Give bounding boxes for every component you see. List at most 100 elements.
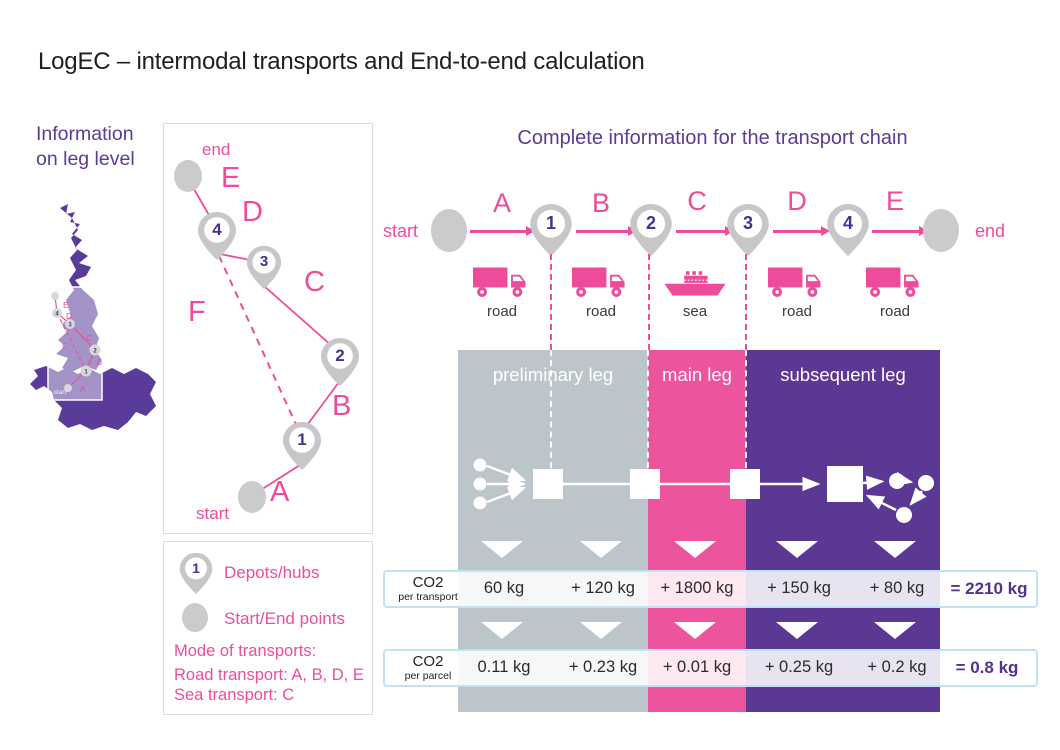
column-divider-dashed — [745, 254, 747, 350]
mini-hub-2 — [89, 344, 101, 356]
co2-transport-value-2: + 120 kg — [571, 579, 635, 597]
map-marker-icon — [321, 338, 359, 386]
down-triangle — [776, 541, 818, 558]
co2-label-sub: per parcel — [404, 670, 452, 682]
page-title: LogEC – intermodal transports and End-to… — [38, 48, 645, 75]
chain-start-point — [431, 209, 467, 252]
map-marker-icon — [179, 552, 213, 595]
co2-label-main: CO2 — [412, 653, 444, 670]
co2-parcel-label: CO2 per parcel — [385, 653, 471, 682]
co2-label-main: CO2 — [412, 574, 444, 591]
hub-node-4 — [827, 466, 863, 502]
preliminary-leg-label: preliminary leg — [492, 364, 614, 385]
chain-end-point — [923, 209, 959, 252]
truck-icon — [768, 267, 821, 297]
map-marker-icon — [283, 422, 321, 470]
chain-leg-e: E — [885, 186, 905, 216]
origin-node — [473, 496, 487, 510]
delivery-node — [889, 473, 905, 489]
co2-transport-value-4: + 150 kg — [767, 579, 831, 597]
uk-france-map: 4 3 2 1 end start E D C F B A — [30, 204, 156, 430]
mini-hub2-num: 2 — [93, 349, 97, 355]
co2-transport-value-1: 60 kg — [483, 579, 525, 597]
mini-leg-d: D — [66, 311, 72, 321]
consolidation-network-diagram — [473, 458, 934, 523]
legend-startend-dot — [182, 603, 208, 632]
diagram-leg-f: F — [188, 296, 206, 328]
down-triangle — [580, 541, 622, 558]
co2-transport-label: CO2 per transport — [385, 574, 471, 603]
legend-depots-label: Depots/hubs — [224, 563, 320, 582]
co2-label-sub: per transport — [398, 591, 458, 603]
mode-label-1: road — [486, 303, 518, 320]
mode-label-4: road — [781, 303, 813, 320]
diagram-end-label: end — [202, 140, 231, 159]
mini-leg-e: E — [63, 300, 69, 310]
mini-start-point — [64, 384, 72, 392]
down-triangle — [674, 622, 716, 639]
co2-per-parcel-row: CO2 per parcel 0.11 kg + 0.23 kg + 0.01 … — [383, 649, 1038, 687]
diagram-end-point — [174, 160, 202, 192]
column-divider-dashed — [550, 254, 552, 350]
chain-leg-c: C — [687, 186, 707, 216]
hub-number: 4 — [212, 220, 222, 239]
chain-arrow-e — [872, 230, 920, 233]
down-triangle — [674, 541, 716, 558]
delivery-node — [896, 507, 912, 523]
chain-arrow-a — [470, 230, 527, 233]
down-triangle — [874, 541, 916, 558]
down-triangle — [776, 622, 818, 639]
france-shape — [30, 366, 156, 430]
band-divider-dashed — [550, 350, 552, 468]
chain-arrow-b — [576, 230, 629, 233]
down-triangle — [874, 622, 916, 639]
co2-transport-value-3: + 1800 kg — [660, 579, 734, 597]
down-triangle — [481, 622, 523, 639]
diagram-hub-pin-3: 3 — [245, 245, 283, 290]
leg-diagram-panel: end E 4 D 3 C F 2 B 1 A start — [163, 123, 373, 534]
legend-mode-title: Mode of transports: — [174, 642, 317, 660]
hub-number: 3 — [259, 253, 269, 270]
co2-parcel-value-2: + 0.23 kg — [568, 658, 638, 676]
co2-transport-value-5: + 80 kg — [869, 579, 925, 597]
diagram-leg-c: C — [304, 266, 325, 298]
great-britain-shape — [56, 204, 102, 372]
chain-leg-a: A — [492, 188, 512, 218]
mini-leg-f: F — [62, 341, 67, 351]
truck-icon — [572, 267, 625, 297]
chain-start-label: start — [383, 221, 419, 241]
co2-parcel-value-3: + 0.01 kg — [662, 658, 732, 676]
diagram-hub-pin-4: 4 — [196, 211, 238, 261]
chain-arrow-d — [773, 230, 822, 233]
mini-leg-b: B — [97, 358, 102, 367]
diagram-hub-pin-2: 2 — [319, 337, 361, 387]
mini-hub-1 — [80, 365, 92, 377]
hub-number: 2 — [335, 346, 345, 365]
mini-hub-3 — [65, 319, 75, 329]
origin-node — [473, 477, 487, 491]
hub-number: 2 — [645, 213, 656, 233]
mini-hub4-num: 4 — [55, 312, 59, 318]
chain-hub-pin-4: 4 — [825, 203, 871, 257]
truck-icon — [473, 267, 526, 297]
hub-number: 3 — [742, 213, 753, 233]
band-divider-dashed — [647, 350, 649, 468]
leg-level-heading-line1: Information — [36, 123, 134, 145]
chain-leg-b: B — [591, 188, 611, 218]
main-leg-label: main leg — [662, 364, 732, 385]
chain-leg-d: D — [787, 186, 807, 216]
diagram-start-label: start — [196, 504, 230, 523]
diagram-leg-b: B — [332, 390, 352, 422]
legend-sea-modes: Sea transport: C — [174, 686, 295, 704]
map-marker-icon — [827, 204, 869, 256]
mini-end-label: end — [55, 287, 66, 294]
mini-hub3-num: 3 — [68, 323, 72, 329]
hub-number: 1 — [545, 213, 556, 233]
column-divider-dashed — [648, 254, 650, 350]
diagram-leg-e: E — [221, 162, 241, 194]
delivery-node — [918, 475, 934, 491]
legend-road-modes: Road transport: A, B, D, E — [174, 666, 364, 684]
diagram-start-point — [238, 481, 266, 513]
hub-node-3 — [730, 469, 760, 499]
